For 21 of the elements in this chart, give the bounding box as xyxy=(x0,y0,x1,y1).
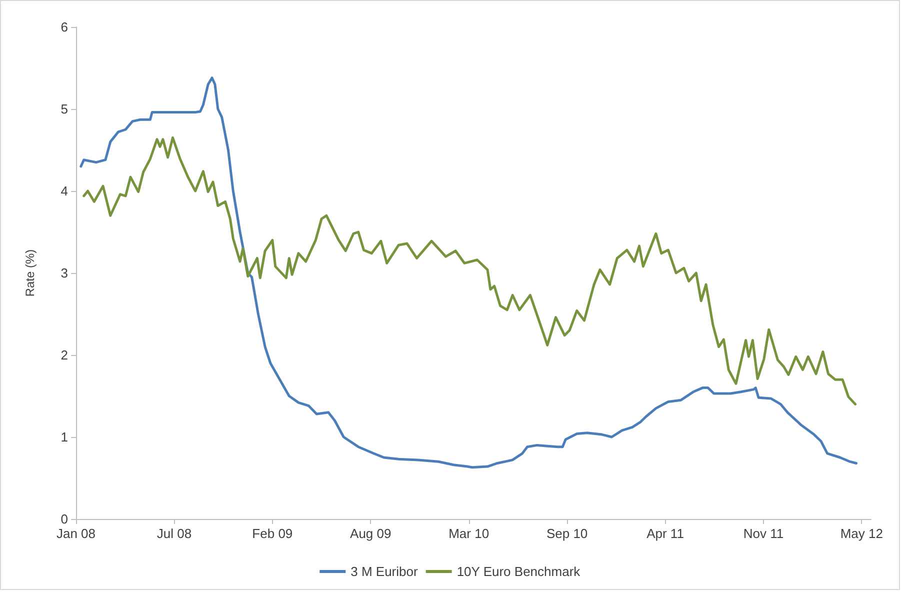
x-tick-label: Feb 09 xyxy=(252,526,293,541)
y-tick-label: 4 xyxy=(60,184,68,198)
line-series xyxy=(80,76,858,469)
y-tick-label: 0 xyxy=(60,512,68,526)
x-tick-label: May 12 xyxy=(840,526,883,541)
x-tick-label: Aug 09 xyxy=(350,526,392,541)
x-tick-label: Mar 10 xyxy=(448,526,490,541)
y-tick-label: 6 xyxy=(60,20,68,34)
y-tick-label: 5 xyxy=(60,102,68,116)
x-tick-label: Nov 11 xyxy=(743,526,784,541)
line-series xyxy=(82,136,857,406)
y-tick-label: 2 xyxy=(60,348,68,362)
legend-label: 10Y Euro Benchmark xyxy=(456,564,581,579)
y-tick-label: 3 xyxy=(60,266,68,280)
x-tick-label: Jul 08 xyxy=(156,526,192,541)
x-tick-label: Apr 11 xyxy=(646,526,684,541)
y-tick-label: 1 xyxy=(60,430,68,444)
legend-label: 3 M Euribor xyxy=(350,564,418,579)
x-tick-label: Jan 08 xyxy=(56,526,96,541)
x-tick-label: Sep 10 xyxy=(546,526,588,541)
y-axis-title: Rate (%) xyxy=(23,249,37,297)
